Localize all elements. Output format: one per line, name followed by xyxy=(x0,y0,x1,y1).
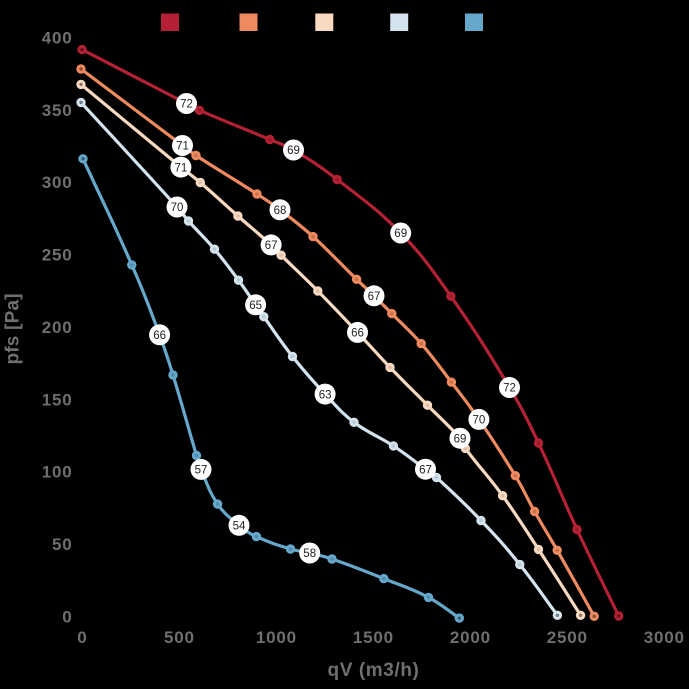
svg-text:66: 66 xyxy=(351,328,364,340)
svg-text:150: 150 xyxy=(42,390,73,409)
svg-text:qV (m3/h): qV (m3/h) xyxy=(328,660,420,681)
svg-text:72: 72 xyxy=(180,99,193,111)
svg-text:0: 0 xyxy=(77,628,87,647)
svg-text:66: 66 xyxy=(153,330,166,342)
svg-text:69: 69 xyxy=(394,228,407,240)
svg-text:0: 0 xyxy=(62,608,72,627)
svg-text:65: 65 xyxy=(249,300,262,312)
svg-text:71: 71 xyxy=(175,162,188,174)
svg-text:58: 58 xyxy=(303,548,316,560)
svg-text:pfs [Pa]: pfs [Pa] xyxy=(3,293,24,364)
svg-text:69: 69 xyxy=(287,145,300,157)
svg-text:500: 500 xyxy=(164,628,195,647)
svg-text:72: 72 xyxy=(503,383,516,395)
svg-text:1000: 1000 xyxy=(256,628,297,647)
svg-text:68: 68 xyxy=(274,205,287,217)
svg-text:50: 50 xyxy=(52,535,73,554)
svg-text:300: 300 xyxy=(42,173,73,192)
svg-text:57: 57 xyxy=(195,465,208,477)
svg-text:70: 70 xyxy=(473,415,486,427)
svg-text:67: 67 xyxy=(419,464,432,476)
svg-text:1500: 1500 xyxy=(353,628,394,647)
svg-text:2000: 2000 xyxy=(450,628,491,647)
svg-text:67: 67 xyxy=(368,291,381,303)
svg-text:250: 250 xyxy=(42,246,73,265)
svg-text:63: 63 xyxy=(319,389,332,401)
svg-text:400: 400 xyxy=(42,28,73,47)
svg-text:67: 67 xyxy=(265,240,278,252)
svg-text:2500: 2500 xyxy=(547,628,588,647)
svg-text:69: 69 xyxy=(454,433,467,445)
svg-text:71: 71 xyxy=(176,141,189,153)
svg-text:100: 100 xyxy=(42,463,73,482)
svg-text:54: 54 xyxy=(233,521,246,533)
svg-text:70: 70 xyxy=(171,202,184,214)
svg-text:200: 200 xyxy=(42,318,73,337)
svg-text:3000: 3000 xyxy=(644,628,685,647)
svg-text:350: 350 xyxy=(42,101,73,120)
